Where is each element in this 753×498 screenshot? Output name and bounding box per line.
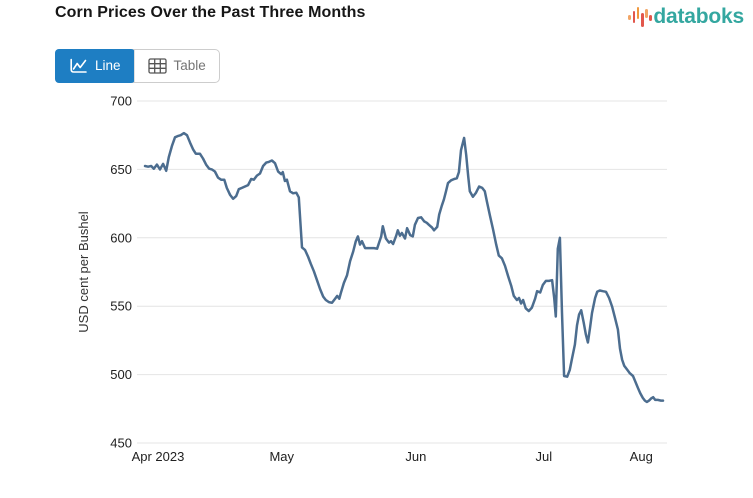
table-icon — [147, 58, 167, 74]
y-tick-label: 450 — [110, 436, 132, 451]
page-title: Corn Prices Over the Past Three Months — [55, 4, 366, 21]
x-tick-label: May — [269, 449, 294, 464]
x-tick-label: Jul — [536, 449, 553, 464]
y-axis-title: USD cent per Bushel — [76, 211, 91, 333]
y-axis-tick-labels: 450 500 550 600 650 700 — [110, 94, 132, 451]
y-tick-label: 650 — [110, 162, 132, 177]
brand-name: databoks — [653, 5, 744, 28]
x-tick-label: Aug — [630, 449, 653, 464]
y-tick-label: 550 — [110, 299, 132, 314]
y-tick-label: 500 — [110, 367, 132, 382]
line-view-button[interactable]: Line — [55, 49, 135, 83]
table-view-label: Table — [173, 58, 206, 74]
brand-logo: databoks — [628, 4, 744, 30]
table-view-button[interactable]: Table — [133, 50, 219, 82]
line-view-label: Line — [95, 58, 121, 74]
line-chart-icon — [69, 58, 88, 74]
y-tick-label: 700 — [110, 94, 132, 109]
x-axis-tick-labels: Apr 2023 May Jun Jul Aug — [132, 449, 653, 464]
gridlines — [137, 100, 667, 444]
price-line — [143, 131, 665, 404]
y-tick-label: 600 — [110, 230, 132, 245]
view-toggle: Line Table — [55, 49, 220, 83]
x-tick-label: Apr 2023 — [132, 449, 185, 464]
databoks-logo-icon — [628, 6, 653, 30]
x-tick-label: Jun — [405, 449, 426, 464]
